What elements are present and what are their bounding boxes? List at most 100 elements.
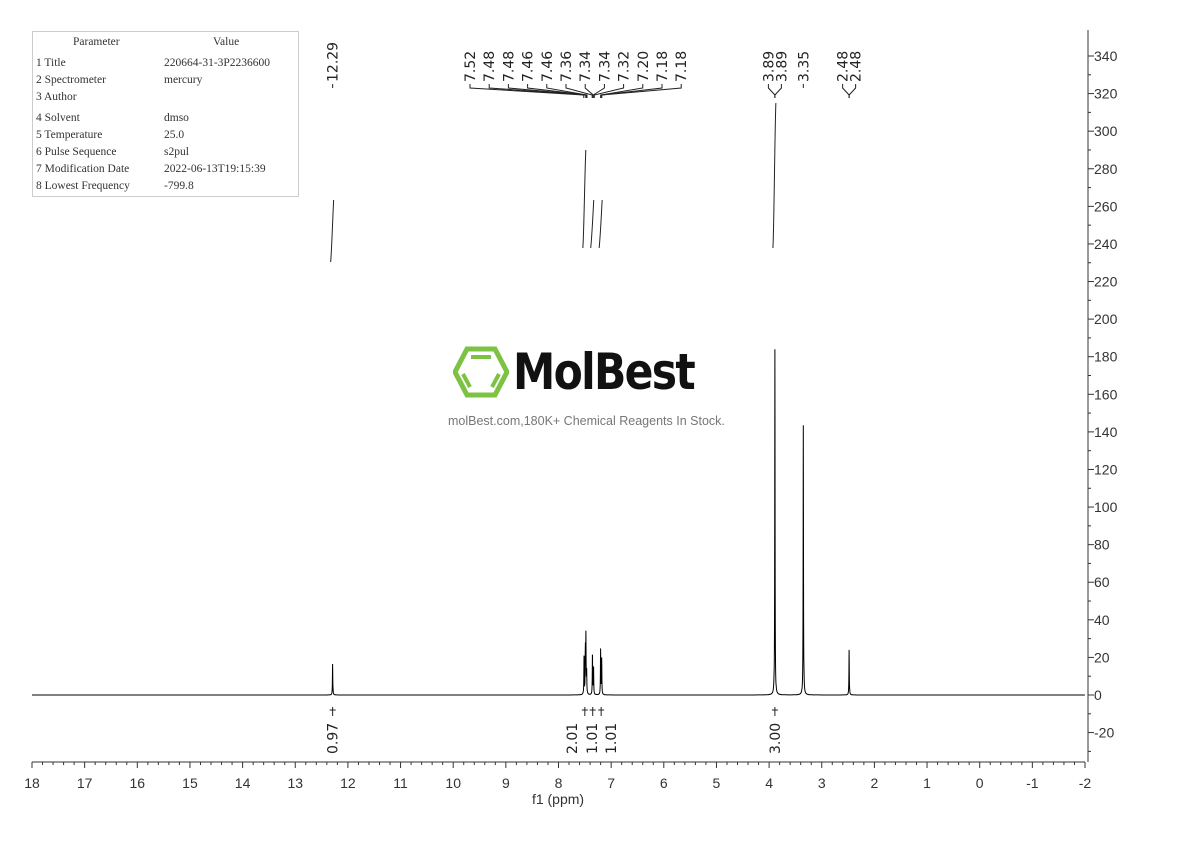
peak-label: 7.18: [674, 51, 690, 82]
y-tick-label: 140: [1094, 424, 1118, 440]
hexagon-logo-icon: [453, 346, 509, 398]
param-value: 2022-06-13T19:15:39: [164, 163, 266, 175]
peak-label: 7.48: [482, 51, 498, 82]
watermark-tagline: molBest.com,180K+ Chemical Reagents In S…: [448, 414, 725, 428]
x-tick-label: 18: [24, 775, 40, 791]
peak-label: 3.35: [796, 51, 812, 82]
integral-curve: [590, 199, 595, 249]
param-name: 8 Lowest Frequency: [36, 180, 130, 192]
peak-label-connector: [469, 84, 585, 98]
y-tick-label: 200: [1094, 311, 1118, 327]
x-axis-label: f1 (ppm): [532, 791, 584, 807]
x-tick-label: 1: [923, 775, 931, 791]
logo-text: MolBest: [513, 343, 696, 401]
value-header: Value: [213, 36, 240, 48]
peak-label-connector: [593, 84, 625, 98]
x-tick-label: 5: [713, 775, 721, 791]
x-tick-label: 10: [445, 775, 461, 791]
peak-label-connector: [842, 84, 850, 98]
integral-label: 0.97: [326, 723, 342, 754]
param-name: 2 Spectrometer: [36, 74, 106, 86]
y-tick-label: 300: [1094, 123, 1118, 139]
integral-curve: [772, 102, 777, 249]
y-tick-label: 320: [1094, 86, 1118, 102]
spectrum-line: [32, 349, 1085, 696]
peak-label-connector: [774, 84, 782, 98]
x-tick-label: 17: [77, 775, 93, 791]
integral-curve: [582, 149, 587, 249]
peak-label-connector: [600, 84, 644, 98]
integral-label: 1.01: [585, 723, 601, 754]
param-name: 6 Pulse Sequence: [36, 146, 117, 158]
x-tick-label: 4: [765, 775, 773, 791]
y-tick-label: 340: [1094, 48, 1118, 64]
x-tick-label: 6: [660, 775, 668, 791]
x-tick-label: 2: [871, 775, 879, 791]
peak-label: 7.34: [578, 51, 594, 82]
param-value: 220664-31-3P2236600: [164, 57, 271, 69]
peak-label: 7.46: [521, 51, 537, 82]
peak-label: 7.36: [559, 51, 575, 82]
y-tick-label: 60: [1094, 574, 1110, 590]
y-tick-label: -20: [1094, 725, 1114, 741]
param-value: mercury: [164, 74, 203, 86]
y-tick-label: 260: [1094, 198, 1118, 214]
peak-label: 7.46: [540, 51, 556, 82]
param-name: 3 Author: [36, 91, 77, 103]
y-tick-label: 40: [1094, 612, 1110, 628]
peak-label: 7.32: [617, 51, 633, 82]
peak-label: 7.48: [501, 51, 517, 82]
x-tick-label: -1: [1026, 775, 1039, 791]
molbest-logo: MolBest: [453, 343, 726, 401]
integral-label: 1.01: [604, 723, 620, 754]
peak-label-connector: [592, 84, 605, 98]
x-tick-label: 15: [182, 775, 198, 791]
peak-label: 7.20: [636, 51, 652, 82]
x-tick-label: 7: [607, 775, 615, 791]
param-value: 25.0: [164, 129, 185, 141]
x-tick-label: 8: [555, 775, 563, 791]
peak-label-connector: [848, 84, 857, 98]
param-value: s2pul: [164, 146, 189, 158]
peak-label: 2.48: [836, 51, 852, 82]
param-name: 1 Title: [36, 57, 66, 69]
param-value: dmso: [164, 112, 189, 124]
param-name: 4 Solvent: [36, 112, 80, 124]
y-tick-label: 20: [1094, 649, 1110, 665]
peak-label: 7.34: [597, 51, 613, 82]
y-tick-label: 120: [1094, 461, 1118, 477]
y-tick-label: 100: [1094, 499, 1118, 515]
y-tick-label: 0: [1094, 687, 1102, 703]
peak-label: 7.52: [463, 51, 479, 82]
y-tick-label: 80: [1094, 537, 1110, 553]
param-name: 5 Temperature: [36, 129, 103, 141]
param-header: Parameter: [73, 36, 120, 48]
param-name: 7 Modification Date: [36, 163, 130, 175]
y-tick-label: 180: [1094, 349, 1118, 365]
peak-label-connector: [767, 84, 776, 98]
integral-curve: [598, 199, 603, 249]
x-tick-label: 13: [287, 775, 303, 791]
peak-label-connector: [507, 84, 587, 98]
peak-label-connector: [546, 84, 588, 98]
peak-label: 2.48: [849, 51, 865, 82]
x-tick-label: 0: [976, 775, 984, 791]
param-value: -799.8: [164, 180, 194, 192]
peak-label: 3.89: [774, 51, 790, 82]
x-tick-label: -2: [1079, 775, 1092, 791]
x-tick-label: 3: [818, 775, 826, 791]
peak-label-connector: [601, 84, 682, 98]
y-tick-label: 240: [1094, 236, 1118, 252]
peak-label: 3.89: [761, 51, 777, 82]
y-tick-label: 160: [1094, 386, 1118, 402]
integral-label: 3.00: [768, 723, 784, 754]
y-tick-label: 280: [1094, 161, 1118, 177]
integral-curve: [330, 199, 335, 263]
integral-label: 2.01: [565, 723, 581, 754]
peak-label: 12.29: [326, 42, 342, 82]
x-tick-label: 14: [235, 775, 251, 791]
x-tick-label: 9: [502, 775, 510, 791]
x-tick-label: 11: [393, 775, 408, 791]
